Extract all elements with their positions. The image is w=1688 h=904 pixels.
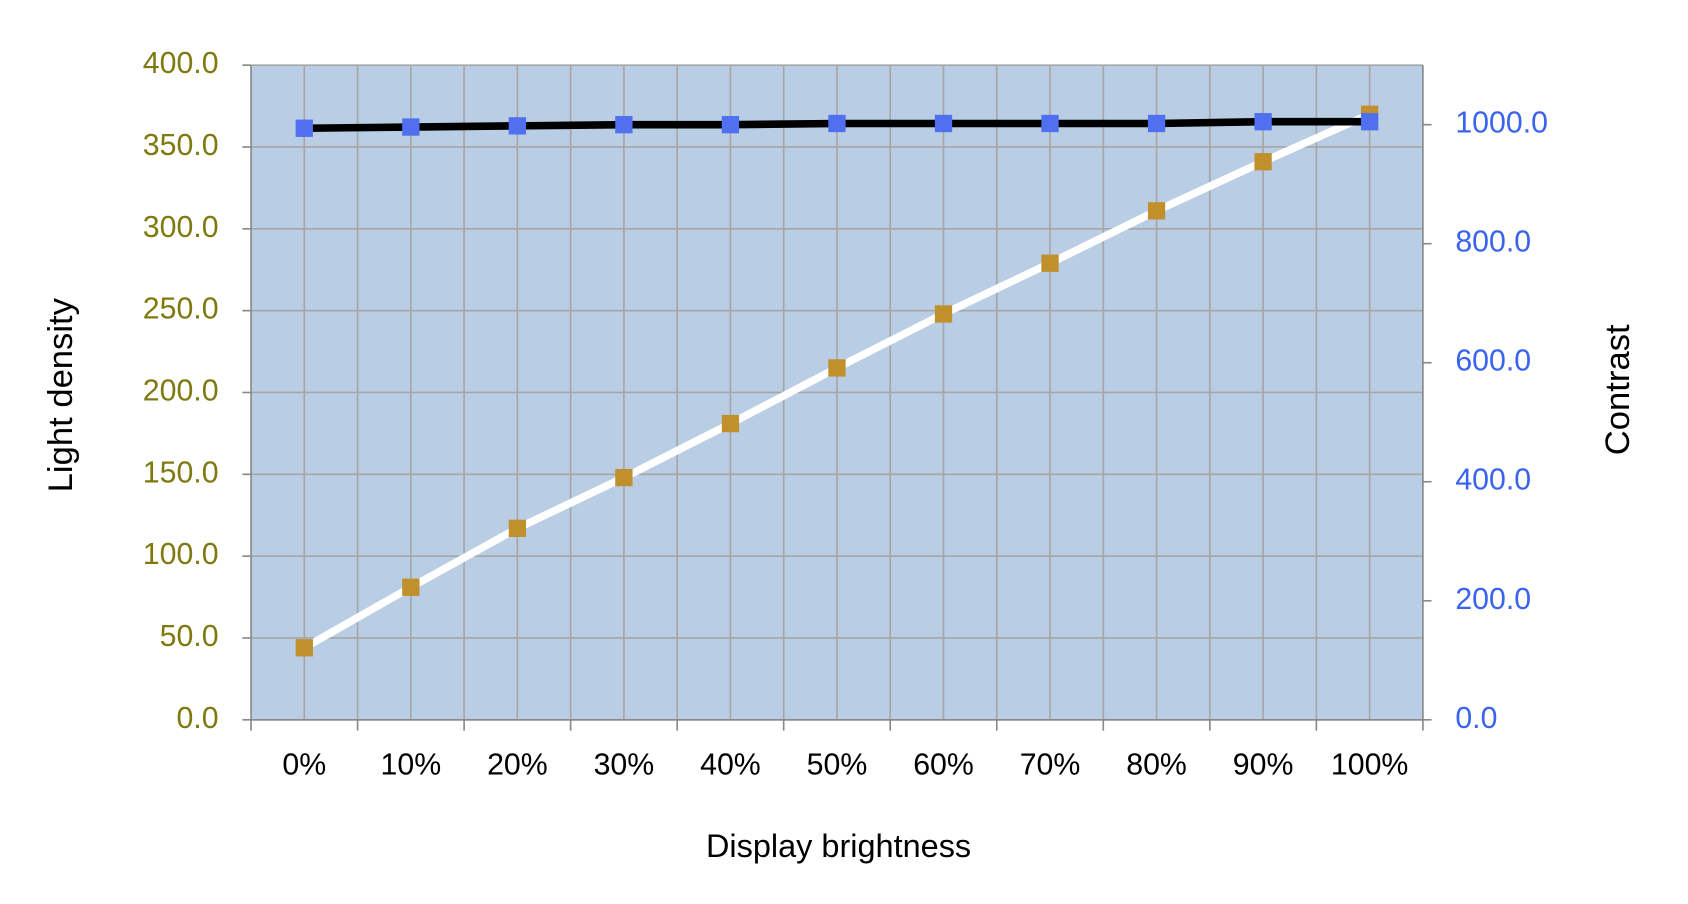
x-tick-label: 0% [282,748,326,781]
y-axis-title: Light density [42,297,80,492]
marker [615,116,633,134]
marker [295,639,313,657]
marker [934,305,953,323]
marker [402,118,420,136]
marker [1147,114,1166,133]
y2-tick-label: 600.0 [1455,345,1531,378]
x-tick-label: 70% [1020,748,1081,781]
marker [1254,153,1272,171]
marker [721,414,740,433]
y2-tick-label: 1000.0 [1455,107,1548,140]
x-axis-title: Display brightness [706,828,971,864]
y-tick-label: 0.0 [176,702,218,735]
x-tick-label: 40% [700,748,761,781]
y-tick-label: 100.0 [143,538,219,571]
y2-tick-label: 400.0 [1455,464,1531,497]
marker [1360,113,1379,131]
y2-axis-title: Contrast [1599,324,1637,455]
marker [828,114,846,133]
x-tick-label: 60% [913,748,974,781]
marker [1041,254,1059,272]
marker [1254,113,1272,131]
x-tick-label: 80% [1126,748,1187,781]
y2-tick-label: 0.0 [1455,702,1497,735]
y2-tick-label: 800.0 [1455,226,1531,259]
marker [615,468,633,487]
y-tick-label: 50.0 [160,620,219,653]
y-tick-label: 300.0 [143,211,219,244]
marker [1041,114,1059,133]
x-tick-label: 30% [594,748,655,781]
x-tick-label: 100% [1331,748,1408,781]
marker [934,114,953,133]
marker [508,519,527,537]
x-tick-label: 20% [487,748,548,781]
marker [828,359,846,377]
x-tick-label: 90% [1233,748,1294,781]
y-tick-label: 350.0 [143,129,219,162]
y-tick-label: 200.0 [143,374,219,407]
marker [295,119,313,137]
marker [1147,202,1166,220]
marker [508,117,527,135]
y-tick-label: 400.0 [143,47,219,80]
y2-tick-label: 200.0 [1455,583,1531,616]
x-tick-label: 50% [807,748,868,781]
marker [402,578,420,596]
marker [721,116,740,134]
y-tick-label: 250.0 [143,293,219,326]
y-tick-label: 150.0 [143,456,219,489]
x-tick-label: 10% [381,748,442,781]
